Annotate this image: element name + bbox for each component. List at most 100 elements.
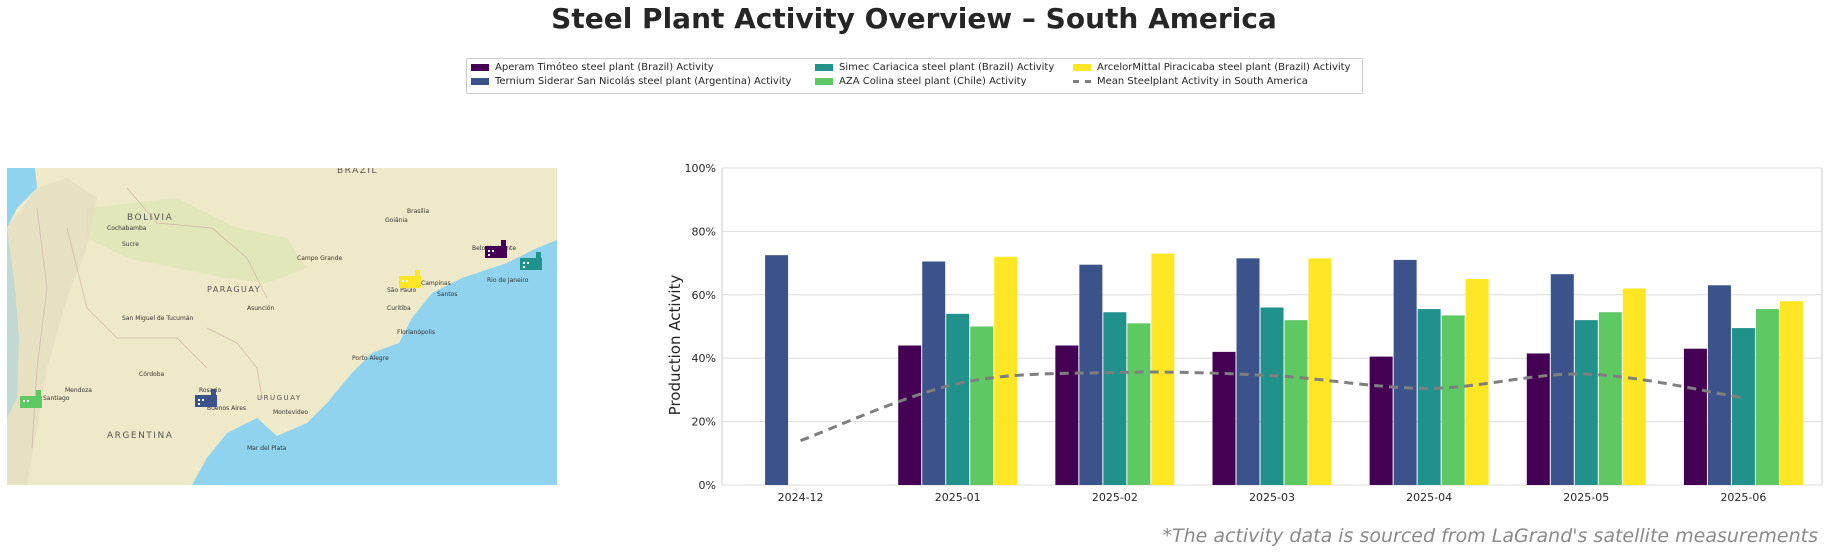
bar [1212,351,1236,485]
legend-item-arcelormittal: ArcelorMittal Piracicaba steel plant (Br… [1073,62,1350,73]
footnote: *The activity data is sourced from LaGra… [1162,525,1818,547]
map-label-campinas: Campinas [421,280,451,287]
map-label-montevideo: Montevideo [273,409,308,416]
map-label-bolivia: BOLIVIA [127,213,173,223]
legend-swatch-simec [815,64,833,71]
legend-swatch-arcelormittal [1073,64,1091,71]
x-tick-label: 2024-12 [778,491,824,504]
legend-label-aperam: Aperam Timóteo steel plant (Brazil) Acti… [495,62,714,73]
map-label-rio: Rio de Janeiro [487,277,529,284]
map-label-paraguay: PARAGUAY [207,285,261,294]
legend-swatch-ternium [471,78,489,85]
map-label-mendoza: Mendoza [65,387,92,394]
bar [1260,307,1284,485]
mean-line [800,370,1744,443]
map-label-brasilia: Brasília [407,208,429,215]
andes-zone [7,178,97,485]
legend-swatch-mean [1073,80,1091,83]
factory-icon-aza [20,390,42,408]
bar [1127,323,1151,485]
bar [1731,328,1755,485]
y-tick-label: 40% [692,352,716,365]
legend-label-mean: Mean Steelplant Activity in South Americ… [1097,76,1308,87]
legend-item-ternium: Ternium Siderar San Nicolás steel plant … [471,76,791,87]
map-label-sucre: Sucre [122,241,139,248]
map-label-porto-alegre: Porto Alegre [352,355,389,362]
x-tick-label: 2025-01 [935,491,981,504]
legend-label-simec: Simec Cariacica steel plant (Brazil) Act… [839,62,1055,73]
bar [1598,312,1622,485]
legend-label-aza: AZA Colina steel plant (Chile) Activity [839,76,1027,87]
y-axis-label: Production Activity [666,275,684,416]
factory-icon-aperam [485,240,507,258]
border-line [126,187,268,299]
bar [1526,353,1550,485]
bar [970,326,994,485]
y-tick-label: 0% [699,479,716,492]
x-tick-label: 2025-03 [1249,491,1295,504]
map-label-san-miguel: San Miguel de Tucumán [122,315,194,322]
x-tick-label: 2025-05 [1563,491,1609,504]
bar [765,255,789,485]
x-tick-label: 2025-04 [1406,491,1452,504]
map-label-cochabamba: Cochabamba [107,225,147,232]
map-label-santos: Santos [437,291,457,298]
bar [1417,309,1441,485]
bar [1103,312,1127,485]
bar [1574,320,1598,485]
bar [1707,285,1731,485]
map-label-florianopolis: Florianópolis [397,329,435,336]
map-label-brazil: BRAZIL [337,168,378,176]
bar [1236,258,1260,485]
y-tick-label: 100% [685,162,716,175]
map-label-goiania: Goiânia [385,217,408,224]
map-label-argentina: ARGENTINA [107,431,173,441]
legend-label-ternium: Ternium Siderar San Nicolás steel plant … [495,76,792,87]
map-label-santiago: Santiago [43,395,70,402]
chart-title: Steel Plant Activity Overview – South Am… [551,2,1277,35]
bar [1465,278,1489,485]
bar [1550,274,1574,485]
legend-label-arcelormittal: ArcelorMittal Piracicaba steel plant (Br… [1097,62,1351,73]
plot-area [721,167,1823,486]
factory-icon-ternium [195,389,217,407]
bar [1079,264,1103,485]
y-tick-label: 80% [692,225,716,238]
legend: Aperam Timóteo steel plant (Brazil) Acti… [466,58,1363,94]
map-label-asuncion: Asunción [247,305,274,312]
border-line [66,227,208,369]
border-line [206,327,263,399]
bar [1683,348,1707,485]
legend-item-simec: Simec Cariacica steel plant (Brazil) Act… [815,62,1054,73]
south-america-map: BRAZIL BOLIVIA PARAGUAY ARGENTINA URUGUA… [7,168,557,485]
bar [922,261,946,485]
bar [1308,258,1332,485]
map-label-mar-del-plata: Mar del Plata [247,445,287,452]
bar [1393,259,1417,485]
bar [1755,309,1779,485]
bar [1055,345,1079,485]
land-green-zone [87,198,307,283]
bar [1779,301,1803,485]
legend-item-mean: Mean Steelplant Activity in South Americ… [1073,76,1308,87]
map-label-rosario: Rosario [199,387,222,394]
legend-swatch-aperam [471,64,489,71]
x-tick-label: 2025-02 [1092,491,1138,504]
map-label-uruguay: URUGUAY [257,394,302,402]
map-label-campo-grande: Campo Grande [297,255,343,262]
factory-icon-simec [520,252,542,270]
legend-item-aperam: Aperam Timóteo steel plant (Brazil) Acti… [471,62,714,73]
bar [1369,356,1393,485]
y-tick-label: 20% [692,416,716,429]
bar [1441,315,1465,485]
bar [898,345,922,485]
factory-icon-arcelormittal [399,270,421,288]
map-label-sao-paulo: São Paulo [387,287,417,294]
map-label-buenos-aires: Buenos Aires [207,405,246,412]
map-label-cordoba: Córdoba [139,371,165,378]
bar [946,313,970,485]
map-label-curitiba: Curitiba [387,305,411,312]
legend-item-aza: AZA Colina steel plant (Chile) Activity [815,76,1027,87]
bar [1622,288,1646,485]
bar [994,256,1018,485]
